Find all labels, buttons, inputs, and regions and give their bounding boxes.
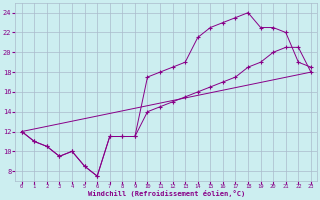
X-axis label: Windchill (Refroidissement éolien,°C): Windchill (Refroidissement éolien,°C): [88, 190, 245, 197]
